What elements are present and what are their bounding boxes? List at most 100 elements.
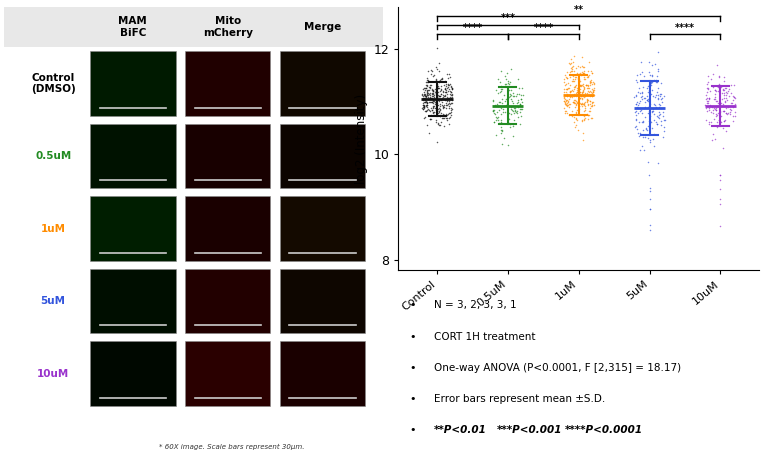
Point — [441, 112, 453, 119]
Point — [648, 130, 660, 138]
Point — [436, 114, 448, 122]
Point — [571, 88, 584, 95]
Point — [443, 109, 455, 117]
Point — [652, 92, 665, 99]
FancyBboxPatch shape — [280, 341, 365, 406]
Point — [710, 82, 722, 89]
Point — [709, 107, 722, 114]
Point — [574, 86, 586, 93]
Point — [711, 97, 723, 104]
Point — [585, 114, 598, 122]
Point — [577, 80, 589, 88]
Point — [568, 68, 581, 75]
Point — [445, 104, 457, 112]
Point — [638, 73, 650, 80]
Point — [729, 100, 741, 108]
Point — [657, 112, 669, 119]
Point — [514, 121, 527, 128]
Point — [428, 112, 440, 119]
Point — [434, 83, 446, 90]
Point — [586, 99, 598, 106]
Point — [631, 79, 643, 86]
Point — [420, 79, 433, 86]
Point — [443, 93, 456, 100]
Text: One-way ANOVA (P<0.0001, F [2,315] = 18.17): One-way ANOVA (P<0.0001, F [2,315] = 18.… — [434, 363, 682, 373]
Point — [507, 93, 519, 100]
Point — [645, 79, 658, 86]
Point — [646, 124, 658, 132]
Point — [717, 144, 729, 152]
Point — [647, 136, 659, 143]
Point — [569, 100, 581, 107]
Point — [584, 89, 597, 96]
Point — [569, 123, 581, 131]
Point — [636, 143, 648, 150]
Point — [495, 86, 507, 93]
Point — [428, 71, 440, 78]
Point — [433, 92, 446, 99]
Point — [645, 87, 658, 94]
Point — [500, 69, 513, 77]
Point — [718, 92, 730, 99]
Point — [419, 92, 432, 99]
Point — [571, 99, 584, 106]
Point — [577, 100, 590, 108]
Point — [562, 85, 574, 92]
Point — [570, 97, 582, 104]
Point — [430, 76, 443, 83]
Point — [442, 75, 454, 82]
Point — [652, 95, 665, 102]
Point — [429, 105, 441, 112]
Point — [426, 86, 438, 94]
Point — [437, 94, 449, 101]
Point — [420, 107, 433, 114]
Point — [429, 100, 441, 108]
Point — [701, 89, 713, 96]
Point — [421, 76, 433, 84]
Point — [630, 117, 642, 124]
Point — [642, 86, 655, 93]
Point — [422, 86, 434, 94]
Point — [436, 74, 448, 82]
Point — [710, 113, 722, 120]
Point — [560, 73, 572, 80]
Point — [562, 59, 574, 66]
Point — [656, 99, 668, 106]
Point — [426, 67, 438, 74]
Point — [497, 103, 510, 110]
Point — [419, 108, 432, 115]
Point — [572, 100, 584, 107]
Point — [419, 91, 431, 99]
Point — [570, 114, 582, 121]
Point — [427, 103, 439, 110]
Point — [504, 123, 517, 131]
Point — [577, 92, 589, 99]
Point — [585, 115, 598, 122]
Point — [577, 69, 590, 77]
Point — [720, 104, 732, 112]
Point — [711, 112, 723, 119]
Point — [511, 90, 524, 98]
Point — [713, 116, 726, 123]
Point — [446, 84, 458, 91]
Point — [715, 84, 727, 91]
Point — [419, 93, 432, 100]
Point — [581, 95, 594, 103]
Point — [433, 121, 445, 128]
Point — [424, 94, 436, 102]
Point — [441, 95, 453, 103]
Point — [648, 142, 660, 149]
Point — [577, 64, 589, 71]
Point — [441, 114, 453, 121]
Point — [632, 89, 645, 96]
Point — [586, 99, 598, 106]
Point — [587, 98, 599, 105]
Point — [723, 93, 736, 100]
Point — [581, 74, 594, 81]
Point — [567, 87, 579, 94]
Point — [446, 85, 459, 93]
Point — [439, 110, 452, 118]
Point — [579, 107, 591, 114]
Point — [584, 88, 596, 95]
Point — [559, 109, 571, 116]
